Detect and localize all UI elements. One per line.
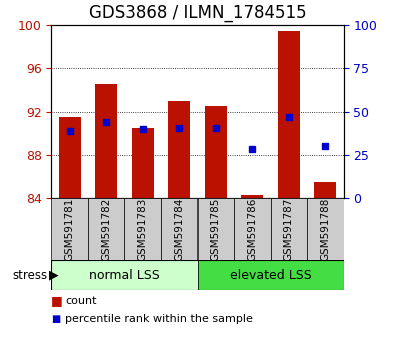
Title: GDS3868 / ILMN_1784515: GDS3868 / ILMN_1784515 [89, 4, 306, 22]
Text: percentile rank within the sample: percentile rank within the sample [65, 314, 253, 324]
Text: normal LSS: normal LSS [89, 269, 160, 282]
Bar [314, 182, 336, 198]
Bar [241, 195, 263, 198]
Text: GSM591785: GSM591785 [211, 198, 221, 261]
Bar [271, 198, 307, 260]
Text: ■: ■ [51, 295, 63, 307]
Text: GSM591781: GSM591781 [65, 198, 75, 261]
Bar [234, 198, 271, 260]
Bar [59, 117, 81, 198]
Text: elevated LSS: elevated LSS [230, 269, 311, 282]
Text: GSM591783: GSM591783 [138, 198, 148, 261]
Text: GSM591788: GSM591788 [320, 198, 330, 261]
Bar [95, 84, 117, 198]
Bar [168, 101, 190, 198]
Bar [307, 198, 344, 260]
Bar [205, 106, 227, 198]
Bar [278, 31, 300, 198]
Text: count: count [65, 296, 97, 306]
Text: GSM591782: GSM591782 [101, 198, 111, 261]
Bar [51, 198, 88, 260]
Bar [51, 260, 198, 290]
Text: ▶: ▶ [49, 269, 59, 282]
Text: GSM591784: GSM591784 [174, 198, 184, 261]
Bar [132, 128, 154, 198]
Text: stress: stress [12, 269, 47, 282]
Bar [161, 198, 198, 260]
Bar [88, 198, 124, 260]
Text: GSM591787: GSM591787 [284, 198, 294, 261]
Bar [198, 198, 234, 260]
Bar [124, 198, 161, 260]
Text: ■: ■ [51, 314, 60, 324]
Text: GSM591786: GSM591786 [247, 198, 257, 261]
Bar [198, 260, 344, 290]
